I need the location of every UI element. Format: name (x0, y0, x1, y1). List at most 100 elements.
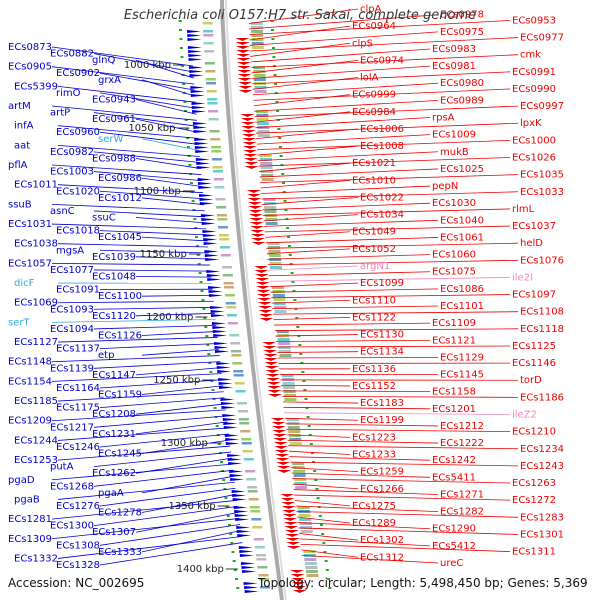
forward-gene-arrow (242, 146, 257, 149)
gene-label: ECs1209 (8, 416, 52, 427)
gene-label: ECs0986 (98, 173, 142, 184)
leader-line (261, 185, 431, 194)
leader-line (99, 343, 219, 350)
gene-label: ECs1311 (512, 547, 556, 558)
feature-block (214, 186, 225, 189)
backbone-ring-highlight (225, 0, 287, 600)
gene-label: ECs0990 (512, 84, 556, 95)
leader-line (99, 230, 207, 236)
gene-label: ECs0977 (520, 33, 564, 44)
guide-dot (305, 407, 309, 409)
feature-block (278, 350, 291, 353)
feature-block (237, 410, 248, 413)
gene-label: ECs1271 (440, 489, 484, 500)
guide-dot (299, 353, 303, 355)
feature-block (270, 266, 283, 269)
guide-dot (279, 155, 283, 157)
gene-label: ECs1243 (520, 461, 564, 472)
gene-label: ECs1030 (432, 198, 476, 209)
forward-gene-arrow (274, 450, 289, 453)
gene-label: ECs1031 (8, 219, 52, 230)
gene-label: ECs1091 (56, 285, 100, 296)
feature-block (210, 146, 221, 149)
gene-label: putA (50, 462, 74, 473)
feature-block (256, 114, 269, 117)
leader-line (93, 112, 198, 127)
gene-label: ECs1272 (512, 495, 556, 506)
guide-dot (208, 362, 212, 364)
leader-line (289, 456, 431, 461)
guide-dot (180, 56, 184, 58)
guide-dot (179, 47, 183, 49)
leader-line (290, 461, 519, 467)
feature-block (251, 42, 264, 45)
feature-block (259, 578, 270, 581)
leader-line (281, 384, 351, 387)
reverse-gene-arrow (236, 526, 251, 529)
guide-dot (287, 245, 291, 247)
gene-label: ECs1108 (520, 307, 564, 318)
reverse-gene-arrow (187, 30, 202, 33)
guide-dot (183, 101, 187, 103)
feature-block (211, 150, 222, 153)
forward-gene-arrow (244, 162, 259, 165)
leader-line (297, 516, 351, 524)
reverse-gene-arrow (195, 158, 210, 161)
forward-gene-arrow (267, 386, 282, 389)
gene-label: ECs1009 (432, 130, 476, 141)
forward-gene-arrow (237, 78, 252, 81)
feature-block (205, 78, 216, 81)
guide-dot (322, 542, 326, 544)
forward-gene-arrow (265, 374, 280, 377)
gene-label: ECs0905 (8, 62, 52, 73)
gene-label: helD (520, 238, 543, 249)
leader-line (141, 493, 237, 513)
reverse-gene-arrow (220, 402, 235, 405)
gene-label: ECs1253 (14, 455, 58, 466)
scale-tick-label: 1250 kbp (153, 375, 200, 386)
guide-dot (215, 425, 219, 427)
leader-line (284, 412, 511, 415)
leader-line (261, 197, 359, 205)
feature-block (222, 266, 233, 269)
leader-line (294, 494, 511, 501)
gene-label: rimO (56, 88, 81, 99)
feature-block (260, 162, 273, 165)
forward-gene-arrow (237, 74, 252, 77)
feature-block (256, 118, 269, 121)
feature-block (295, 486, 308, 489)
leader-line (141, 236, 208, 242)
guide-dot (313, 470, 317, 472)
reverse-gene-arrow (214, 350, 229, 353)
gene-label: ECs1278 (98, 508, 142, 519)
map-title: Escherichia coli O157:H7 str. Sakai, com… (123, 8, 477, 23)
gene-label: ECs1312 (360, 552, 404, 563)
guide-dot (314, 479, 318, 481)
reverse-gene-arrow (241, 566, 256, 569)
forward-gene-arrow (250, 234, 265, 237)
gene-label: ECs1020 (56, 186, 100, 197)
leader-line (254, 99, 439, 112)
reverse-gene-arrow (189, 66, 204, 69)
scale-tick-label: 1400 kbp (177, 564, 224, 575)
gene-label: pgaA (98, 488, 124, 499)
gene-label: ECs1276 (56, 501, 100, 512)
feature-block (264, 210, 277, 213)
leader-line (93, 415, 227, 428)
leader-line (93, 306, 215, 310)
leader-line (256, 128, 359, 140)
reverse-gene-arrow (221, 406, 236, 409)
leader-line (141, 294, 214, 297)
leader-line (93, 324, 217, 330)
forward-gene-arrow (250, 230, 265, 233)
guide-dot (275, 101, 279, 103)
reverse-gene-arrow (223, 422, 238, 425)
forward-gene-arrow (236, 62, 251, 65)
feature-block (253, 538, 264, 541)
feature-block (206, 82, 217, 85)
leader-line (282, 401, 359, 404)
reverse-gene-arrow (243, 582, 258, 585)
reverse-gene-arrow (231, 490, 246, 493)
reverse-gene-arrow (230, 478, 245, 481)
guide-dot (271, 38, 275, 40)
